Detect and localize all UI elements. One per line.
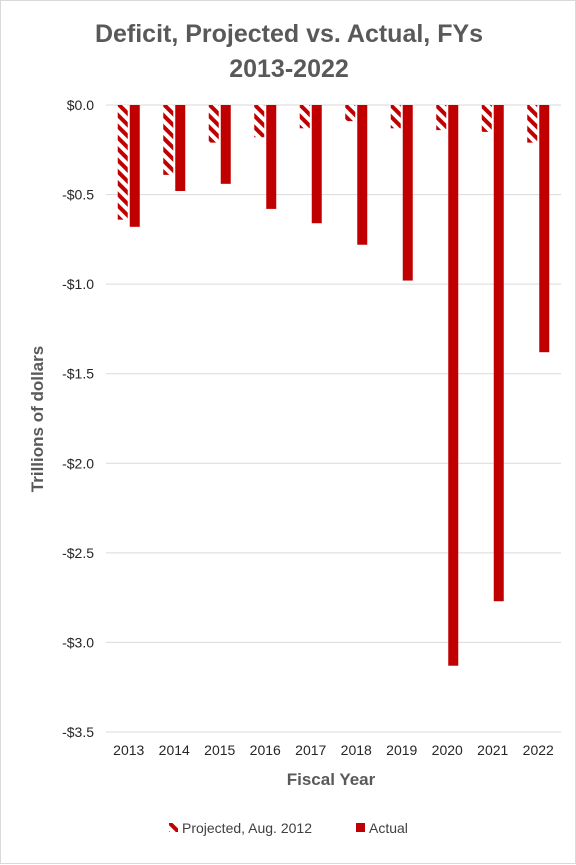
actual-bar (220, 105, 231, 184)
projected-bar (299, 105, 310, 129)
y-axis-ticks: $0.0 -$0.5 -$1.0 -$1.5 -$2.0 -$2.5 -$3.0 -$3.5 (62, 97, 94, 740)
actual-bar (311, 105, 322, 224)
actual-bar (175, 105, 186, 191)
x-tick-label: 2022 (523, 742, 554, 758)
y-axis-title: Trillions of dollars (28, 346, 47, 492)
actual-bar (539, 105, 550, 353)
y-tick-label: -$2.5 (62, 545, 94, 561)
x-tick-label: 2019 (386, 742, 417, 758)
x-tick-label: 2015 (204, 742, 235, 758)
actual-bar (129, 105, 140, 227)
x-tick-label: 2014 (159, 742, 190, 758)
y-tick-label: $0.0 (67, 97, 94, 113)
legend-swatch-actual (356, 823, 365, 832)
x-tick-label: 2013 (113, 742, 144, 758)
y-tick-label: -$1.5 (62, 366, 94, 382)
y-tick-label: -$2.0 (62, 455, 94, 471)
x-tick-label: 2021 (477, 742, 508, 758)
projected-bar (527, 105, 538, 143)
legend-label-actual: Actual (369, 820, 408, 836)
projected-bar (163, 105, 174, 175)
actual-bar (402, 105, 413, 281)
projected-bar (208, 105, 219, 143)
x-axis-title: Fiscal Year (287, 770, 376, 789)
x-tick-label: 2020 (432, 742, 463, 758)
projected-bar (117, 105, 128, 220)
chart-title: Deficit, Projected vs. Actual, FYs (95, 20, 483, 48)
x-tick-label: 2018 (341, 742, 372, 758)
x-tick-label: 2016 (250, 742, 281, 758)
projected-bar (254, 105, 265, 138)
y-tick-label: -$3.0 (62, 634, 94, 650)
projected-bar (390, 105, 401, 129)
gridlines (106, 104, 561, 733)
y-tick-label: -$0.5 (62, 187, 94, 203)
actual-bar (266, 105, 277, 209)
x-axis-ticks: 2013 2014 2015 2016 2017 2018 2019 2020 2021 2022 (113, 742, 554, 758)
y-tick-label: -$3.5 (62, 724, 94, 740)
x-tick-label: 2017 (295, 742, 326, 758)
y-tick-label: -$1.0 (62, 276, 94, 292)
actual-bar (493, 105, 504, 602)
legend-swatch-projected (169, 823, 178, 832)
projected-bar (481, 105, 492, 132)
legend: Projected, Aug. 2012 Actual (169, 820, 408, 836)
actual-bar (357, 105, 368, 245)
projected-bar (345, 105, 356, 122)
legend-label-projected: Projected, Aug. 2012 (182, 820, 312, 836)
projected-bar (436, 105, 447, 131)
actual-bar (448, 105, 459, 666)
chart-subtitle: 2013-2022 (229, 55, 349, 83)
bars (117, 105, 550, 666)
